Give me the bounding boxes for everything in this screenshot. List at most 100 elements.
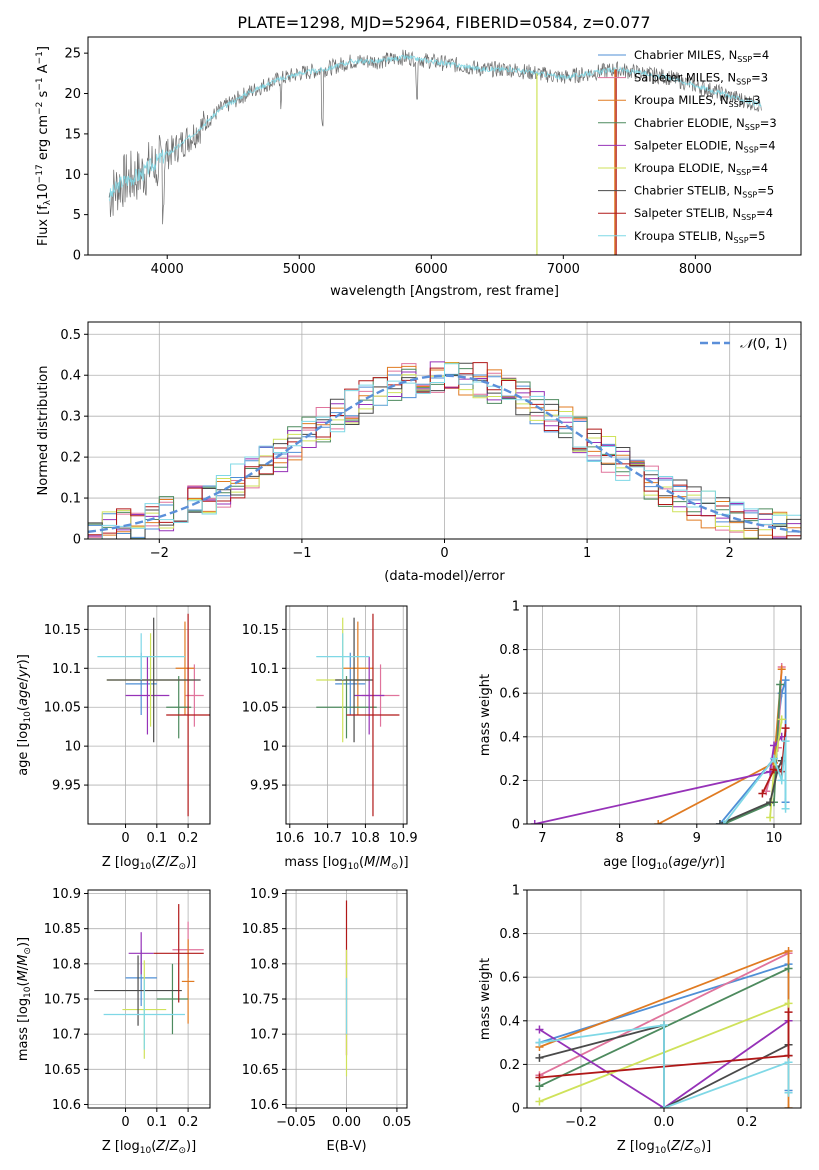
mass-weight-point-marker	[535, 1053, 544, 1062]
mass-weight-series-line	[657, 669, 783, 824]
mass-weight-point-marker	[660, 1021, 668, 1030]
errorbar-point	[354, 656, 385, 735]
spectrum-frame	[87, 36, 802, 256]
spectrum-ytick-label: 10	[64, 168, 81, 183]
mass-weight-point-marker	[784, 1088, 793, 1097]
normal-reference-curve	[88, 374, 801, 533]
errorbar-point	[175, 621, 195, 715]
weight_vs_age-xlabel: age [log10(age/yr)]	[603, 855, 725, 872]
errorbar-point	[94, 955, 182, 1026]
weight_vs_Z-ytick-label: 0.2	[499, 1058, 520, 1073]
errorbar-point	[125, 656, 170, 735]
mass_vs_ebv-ytick-label: 10.65	[242, 1063, 279, 1078]
mass-weight-point-marker	[781, 676, 790, 685]
mass_vs_ebv-ytick-label: 10.6	[250, 1098, 279, 1113]
weight_vs_age-ytick-label: 0	[512, 818, 520, 833]
mass-weight-point-marker	[781, 804, 790, 813]
mass-weight-point-marker	[784, 964, 793, 973]
mass_vs_Z-ytick-label: 10.6	[52, 1098, 81, 1113]
mass_vs_ebv-ytick-label: 10.8	[250, 957, 279, 972]
age_vs_mass-ytick-label: 10.15	[242, 623, 279, 638]
spectrum-ytick-label: 5	[73, 208, 81, 223]
age_vs_Z-xtick-label: 0.1	[146, 831, 167, 846]
mass-weight-point-marker	[719, 820, 728, 824]
residuals-ytick-label: 0.4	[60, 369, 81, 384]
age_vs_Z-ytick-label: 10.1	[52, 662, 81, 677]
mass-weight-point-marker	[769, 765, 778, 774]
mass-weight-series-line	[539, 1024, 790, 1108]
weight_vs_age-ytick-label: 0.8	[499, 643, 520, 658]
errorbar-point	[103, 979, 185, 1050]
mass_vs_Z-ytick-label: 10.75	[44, 993, 81, 1008]
weight_vs_age-ytick-label: 0.2	[499, 774, 520, 789]
mass-weight-point-marker	[777, 665, 786, 674]
weight_vs_age-ytick-label: 0.6	[499, 687, 520, 702]
residuals-xtick-label: −2	[150, 546, 169, 561]
errorbar-point	[128, 932, 154, 975]
mass-weight-point-marker	[769, 741, 778, 750]
weight_vs_Z-ytick-label: 0.8	[499, 927, 520, 942]
age_vs_Z-plot-area	[97, 613, 210, 817]
residuals-xtick-label: 2	[726, 546, 734, 561]
spectrum-xtick-label: 4000	[151, 262, 184, 277]
mass_vs_Z-ytick-label: 10.8	[52, 957, 81, 972]
residuals-ytick-label: 0.5	[60, 328, 81, 343]
residuals-xtick-label: −1	[292, 546, 311, 561]
spectrum-ytick-label: 15	[64, 127, 81, 142]
mass_vs_ebv-ytick-label: 10.7	[250, 1028, 279, 1043]
legend-entry: Salpeter MILES, NSSP=3	[634, 71, 768, 87]
age_vs_mass-ytick-label: 10.1	[250, 662, 279, 677]
weight_vs_age-frame	[526, 605, 802, 825]
age_vs_mass-ytick-label: 10	[262, 740, 279, 755]
age_vs_mass-xtick-label: 10.8	[351, 831, 380, 846]
age_vs_Z-ytick-label: 9.95	[52, 779, 81, 794]
mass_vs_ebv-ytick-label: 10.75	[242, 993, 279, 1008]
mass-weight-point-marker	[781, 737, 790, 746]
spectrum-xtick-label: 7000	[547, 262, 580, 277]
mass-weight-point-marker	[784, 1058, 793, 1067]
age_vs_Z-ytick-label: 10.15	[44, 623, 81, 638]
spectrum-panel: 4000 5000 6000 7000 8000 0 5 10 15 20 25 wavelength…	[35, 36, 802, 299]
weight_vs_age-xtick-label: 9	[693, 831, 701, 846]
residuals-ylabel: Normed distribution	[36, 366, 51, 496]
errorbar-point	[335, 652, 366, 715]
errorbar-point	[346, 613, 400, 817]
weight_vs_Z-xtick-label: 0.0	[654, 1115, 675, 1130]
residuals-ytick-label: 0	[73, 533, 81, 548]
mass-weight-point-marker	[535, 1082, 544, 1091]
mass_vs_Z-xtick-label: 0.1	[146, 1115, 167, 1130]
residual-histogram-line	[88, 363, 801, 539]
errorbar-point	[316, 633, 370, 680]
mass-weight-point-marker	[535, 1073, 544, 1082]
spectrum-ylabel: Flux [fλ10−17 erg cm−2 s−1 A−1]	[35, 46, 53, 246]
residuals-ytick-label: 0.3	[60, 410, 81, 425]
weight_vs_age-xtick-label: 7	[538, 831, 546, 846]
weight_vs_Z-ytick-label: 1	[512, 884, 520, 899]
weight_vs_Z-xtick-label: 0.2	[737, 1115, 758, 1130]
model-spectrum-line	[108, 54, 762, 202]
mass-weight-point-marker	[535, 1038, 544, 1047]
age_vs_mass-ytick-label: 10.05	[242, 701, 279, 716]
weight_vs_Z-plot-area	[535, 947, 793, 1108]
legend-entry: Chabrier ELODIE, NSSP=3	[634, 116, 777, 132]
mass-weight-point-marker	[769, 754, 778, 763]
mass_vs_Z-xlabel: Z [log10(Z/Z⊙)]	[102, 1139, 196, 1156]
spectrum-xtick-label: 6000	[415, 262, 448, 277]
mass-weight-point-marker	[777, 715, 786, 724]
mass_vs_ebv-ytick-label: 10.85	[242, 922, 279, 937]
mass_vs_Z-ylabel: mass [log10(M/M⊙)]	[16, 937, 33, 1061]
mass-weight-point-marker	[660, 1104, 668, 1108]
weight_vs_age-xtick-label: 10	[766, 831, 783, 846]
mass-weight-point-marker	[784, 947, 793, 956]
residuals-xtick-label: 0	[440, 546, 448, 561]
residuals-xtick-label: 1	[583, 546, 591, 561]
mass_vs_Z-ytick-label: 10.9	[52, 887, 81, 902]
age_vs_mass-xtick-label: 10.6	[275, 831, 304, 846]
mass-weight-point-marker	[535, 1097, 544, 1106]
legend-entry: Kroupa ELODIE, NSSP=4	[634, 161, 768, 177]
legend-normal-label: 𝒩(0, 1)	[740, 337, 787, 352]
age_vs_mass-frame	[285, 605, 408, 825]
weight_vs_age-ytick-label: 1	[512, 600, 520, 615]
